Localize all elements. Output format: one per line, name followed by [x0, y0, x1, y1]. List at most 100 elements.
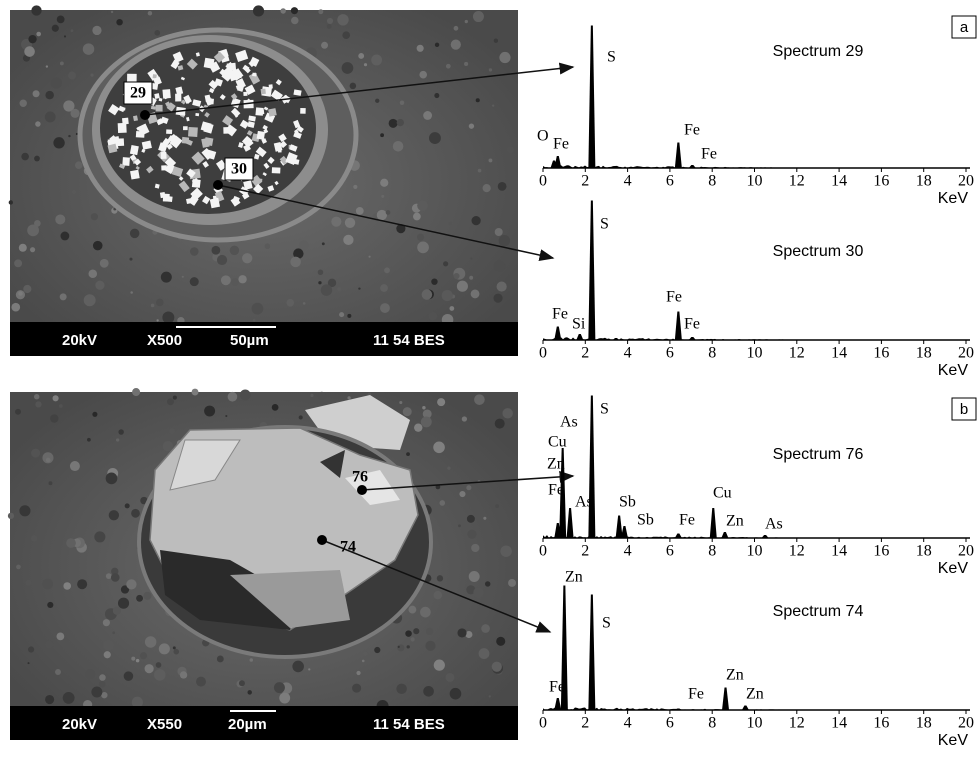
texture — [413, 628, 420, 635]
sem-image — [7, 388, 518, 740]
texture — [108, 510, 120, 521]
grain — [278, 133, 287, 143]
texture — [416, 44, 424, 52]
grain — [225, 61, 236, 73]
background — [543, 337, 797, 340]
grain — [135, 165, 140, 170]
texture — [425, 627, 434, 636]
texture — [457, 628, 467, 638]
texture — [420, 416, 432, 428]
texture — [380, 303, 390, 313]
texture — [380, 284, 388, 292]
grain — [267, 185, 275, 192]
texture — [92, 240, 103, 251]
grain — [230, 93, 238, 100]
grain — [136, 126, 140, 131]
texture — [421, 289, 433, 300]
grain — [235, 49, 249, 62]
texture — [496, 636, 506, 646]
grain — [158, 142, 168, 153]
texture — [110, 573, 120, 582]
element-label: Fe — [679, 512, 695, 529]
texture — [77, 579, 88, 590]
x-tick-label: 6 — [666, 173, 674, 190]
grain — [241, 135, 253, 147]
texture — [216, 655, 224, 663]
texture — [112, 606, 122, 615]
texture — [173, 648, 180, 655]
peak — [588, 200, 596, 340]
element-label: S — [607, 49, 616, 66]
texture — [466, 585, 476, 595]
grain — [213, 51, 226, 63]
texture — [339, 312, 345, 318]
texture — [392, 141, 404, 152]
x-tick-label: 8 — [708, 345, 716, 362]
x-tick-label: 0 — [539, 543, 547, 560]
texture — [32, 90, 40, 98]
grain — [208, 87, 215, 94]
texture — [291, 16, 299, 25]
texture — [417, 241, 429, 254]
texture — [21, 152, 29, 161]
texture — [196, 676, 206, 687]
texture — [154, 29, 161, 36]
texture — [27, 646, 35, 653]
texture — [317, 391, 326, 401]
texture — [459, 490, 466, 498]
texture — [456, 280, 468, 292]
texture — [63, 582, 72, 590]
texture — [433, 659, 445, 671]
grain — [230, 196, 241, 207]
element-label: Zn — [726, 667, 744, 684]
texture — [27, 662, 30, 665]
texture — [461, 416, 468, 422]
peak — [620, 526, 628, 538]
texture — [129, 257, 133, 261]
texture — [131, 656, 136, 661]
x-tick-label: 12 — [789, 345, 805, 362]
grain — [191, 179, 201, 188]
texture — [280, 8, 286, 14]
texture — [139, 652, 148, 660]
spots — [140, 110, 367, 545]
texture — [497, 181, 507, 191]
element-label: Fe — [553, 136, 569, 153]
texture — [231, 278, 239, 286]
texture — [371, 54, 383, 66]
grain — [209, 197, 221, 209]
texture — [153, 669, 166, 681]
texture — [63, 100, 75, 112]
peak — [560, 585, 568, 710]
texture — [44, 111, 56, 123]
texture — [55, 669, 61, 675]
grain — [188, 126, 198, 137]
grain — [219, 94, 226, 101]
texture — [506, 145, 515, 154]
x-tick-label: 18 — [916, 345, 932, 362]
texture — [158, 643, 170, 655]
texture — [380, 133, 384, 138]
texture — [45, 90, 54, 100]
spot-label-box — [224, 157, 254, 181]
texture — [70, 108, 80, 118]
grain — [171, 166, 184, 177]
element-label: As — [560, 414, 578, 431]
texture — [27, 224, 40, 237]
texture — [44, 640, 54, 649]
texture — [353, 184, 358, 190]
texture — [488, 68, 493, 72]
texture — [502, 408, 513, 419]
texture — [494, 418, 505, 429]
texture — [433, 441, 445, 454]
element-label: S — [600, 216, 609, 233]
texture — [59, 293, 67, 301]
texture — [493, 38, 499, 43]
element-label: S — [602, 615, 611, 632]
texture — [90, 213, 98, 221]
peak — [741, 705, 749, 710]
texture — [144, 664, 154, 674]
texture — [115, 438, 120, 442]
texture — [58, 404, 63, 408]
grain — [248, 115, 256, 122]
